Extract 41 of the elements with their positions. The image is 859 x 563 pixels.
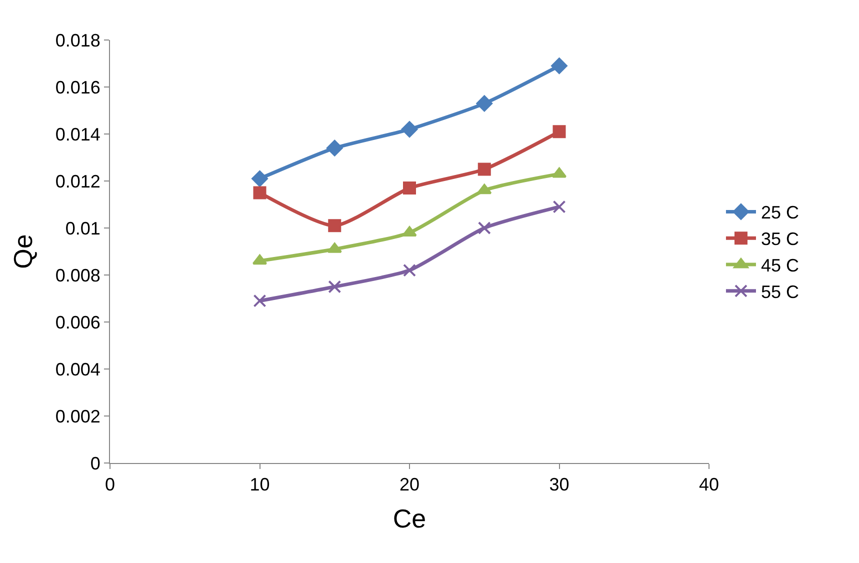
point	[552, 125, 566, 138]
legend-label: 25 C	[760, 202, 800, 223]
point	[477, 184, 492, 194]
point	[403, 182, 416, 195]
x-tick-label: 20	[399, 474, 420, 495]
point	[326, 140, 343, 156]
y-tick-label: 0.012	[55, 171, 100, 192]
legend-label: 55 C	[760, 282, 800, 302]
y-axis-title: Qe	[8, 234, 38, 269]
point	[478, 222, 491, 234]
point	[476, 95, 493, 112]
y-tick-label: 0.002	[55, 406, 100, 426]
point	[403, 264, 416, 277]
point	[401, 121, 418, 138]
point	[328, 280, 342, 294]
y-tick-label: 0.01	[65, 218, 100, 238]
point	[478, 162, 491, 176]
point	[252, 170, 268, 187]
point	[252, 254, 268, 265]
y-tick-label: 0.004	[55, 359, 100, 380]
point	[552, 200, 566, 214]
point	[552, 167, 567, 178]
point	[551, 58, 568, 74]
y-tick-label: 0.008	[55, 265, 100, 286]
point	[253, 294, 266, 308]
x-tick-label: 10	[250, 474, 270, 495]
y-tick-label: 0.016	[55, 77, 100, 98]
y-tick-label: 0.006	[55, 312, 100, 332]
x-tick-label: 40	[698, 474, 720, 495]
x-tick-label: 30	[549, 474, 570, 495]
point	[402, 226, 417, 236]
point	[327, 242, 342, 253]
y-tick-label: 0.018	[55, 30, 100, 50]
x-axis-title: Ce	[392, 503, 426, 534]
y-tick-label: 0	[90, 453, 100, 474]
point	[253, 186, 266, 200]
x-tick-label: 0	[104, 474, 116, 495]
legend-label: 45 C	[760, 256, 800, 276]
point	[328, 219, 342, 232]
legend-label: 35 C	[760, 229, 800, 250]
y-tick-label: 0.014	[55, 124, 100, 144]
